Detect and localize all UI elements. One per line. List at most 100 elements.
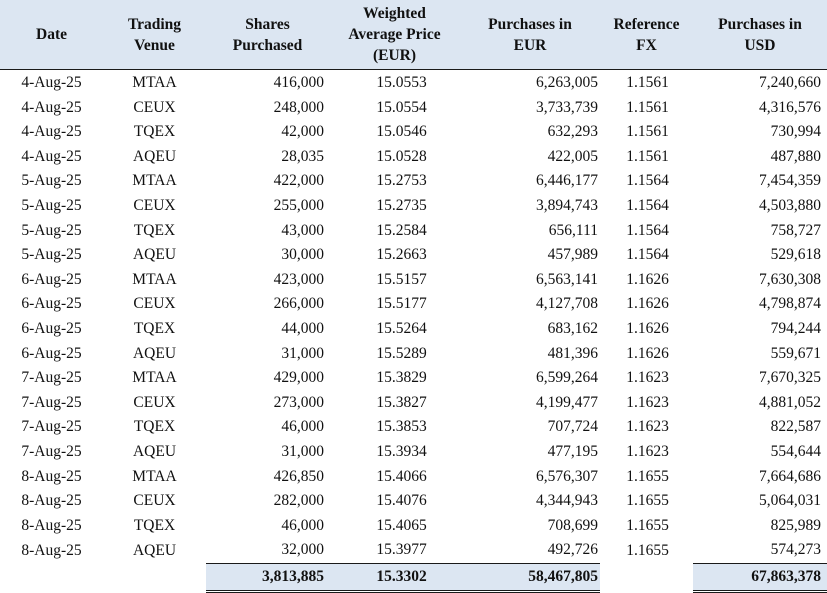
cell-purchases-usd: 554,644 (770, 442, 821, 460)
cell-reference-fx: 1.1564 (626, 172, 669, 190)
cell-purchases-usd: 825,989 (770, 516, 821, 534)
header-weighted-average-price: Weighted Average Price (EUR) (329, 0, 460, 70)
cell-shares-purchased: 31,000 (281, 344, 324, 362)
cell-date: 5-Aug-25 (21, 172, 82, 190)
table-row: 8-Aug-25 MTAA 426,850 15.4066 6,576,307 1.165… (0, 465, 827, 490)
cell-trading-venue: TQEX (133, 516, 176, 534)
cell-purchases-eur: 6,263,005 (536, 74, 598, 91)
cell-trading-venue: MTAA (132, 270, 177, 288)
header-line: (EUR) (372, 47, 417, 64)
cell-date: 5-Aug-25 (21, 246, 82, 264)
cell-trading-venue: CEUX (133, 393, 176, 411)
cell-date: 5-Aug-25 (21, 221, 82, 239)
cell-purchases-usd: 4,316,576 (759, 98, 821, 116)
cell-shares-purchased: 32,000 (281, 541, 324, 559)
cell-purchases-eur: 457,989 (547, 246, 598, 264)
cell-purchases-eur: 6,599,264 (536, 369, 598, 387)
cell-weighted-average-price: 15.5177 (376, 295, 427, 313)
table-row: 7-Aug-25 TQEX 46,000 15.3853 707,724 1.1623 82… (0, 415, 827, 440)
cell-trading-venue: MTAA (132, 172, 177, 190)
cell-shares-purchased: 248,000 (273, 98, 324, 116)
cell-purchases-usd: 7,454,359 (759, 172, 821, 190)
cell-purchases-usd: 7,240,660 (759, 74, 821, 91)
cell-weighted-average-price: 15.3853 (376, 418, 427, 436)
cell-date: 7-Aug-25 (21, 442, 82, 460)
cell-date: 7-Aug-25 (21, 418, 82, 436)
cell-shares-purchased: 273,000 (273, 393, 324, 411)
cell-date: 8-Aug-25 (21, 467, 82, 485)
cell-purchases-usd: 4,798,874 (759, 295, 821, 313)
cell-trading-venue: MTAA (132, 467, 177, 485)
cell-date: 8-Aug-25 (21, 516, 82, 534)
cell-purchases-usd: 529,618 (770, 246, 821, 264)
cell-reference-fx: 1.1623 (626, 418, 669, 436)
totals-blank-cell (103, 563, 206, 592)
table-row: 5-Aug-25 CEUX 255,000 15.2735 3,894,743 1.156… (0, 194, 827, 219)
cell-purchases-eur: 707,724 (547, 418, 598, 436)
header-purchases-usd: Purchases in USD (693, 0, 827, 70)
cell-trading-venue: MTAA (132, 369, 177, 387)
table-row: 4-Aug-25 CEUX 248,000 15.0554 3,733,739 1.156… (0, 96, 827, 121)
cell-purchases-eur: 656,111 (548, 221, 598, 239)
cell-weighted-average-price: 15.0528 (376, 147, 427, 165)
header-line: Shares (245, 15, 290, 33)
cell-weighted-average-price: 15.3827 (376, 393, 427, 411)
cell-date: 6-Aug-25 (21, 319, 82, 337)
cell-purchases-usd: 822,587 (770, 418, 821, 436)
table-row: 5-Aug-25 TQEX 43,000 15.2584 656,111 1.1564 75… (0, 219, 827, 244)
cell-purchases-usd: 7,630,308 (759, 270, 821, 288)
header-shares-purchased: Shares Purchased (206, 0, 329, 70)
cell-weighted-average-price: 15.0553 (376, 74, 427, 91)
cell-date: 4-Aug-25 (21, 123, 82, 141)
cell-date: 6-Aug-25 (21, 270, 82, 288)
cell-purchases-eur: 422,005 (547, 147, 598, 165)
cell-reference-fx: 1.1655 (626, 516, 669, 534)
cell-reference-fx: 1.1626 (626, 344, 669, 362)
cell-trading-venue: AQEU (132, 344, 177, 362)
totals-row: 3,813,885 15.3302 58,467,805 67,863,378 (0, 562, 827, 593)
cell-purchases-eur: 477,195 (547, 442, 598, 460)
cell-shares-purchased: 30,000 (281, 246, 324, 264)
table-row: 7-Aug-25 CEUX 273,000 15.3827 4,199,477 1.162… (0, 391, 827, 416)
cell-shares-purchased: 44,000 (281, 319, 324, 337)
cell-trading-venue: CEUX (133, 98, 176, 116)
cell-purchases-eur: 3,733,739 (536, 98, 598, 116)
cell-weighted-average-price: 15.3934 (376, 442, 427, 460)
cell-shares-purchased: 423,000 (273, 270, 324, 288)
cell-purchases-eur: 6,576,307 (536, 467, 598, 485)
header-line: Purchases in (488, 15, 572, 33)
header-trading-venue: Trading Venue (103, 0, 206, 70)
table-body: 4-Aug-25 MTAA 416,000 15.0553 6,263,005 1.156… (0, 70, 827, 564)
cell-shares-purchased: 42,000 (281, 123, 324, 141)
cell-purchases-usd: 730,994 (770, 123, 821, 141)
cell-purchases-eur: 4,344,943 (536, 492, 598, 510)
cell-weighted-average-price: 15.0554 (376, 98, 427, 116)
cell-purchases-usd: 758,727 (770, 221, 821, 239)
cell-weighted-average-price: 15.3829 (376, 369, 427, 387)
cell-trading-venue: CEUX (133, 492, 176, 510)
cell-trading-venue: CEUX (133, 196, 176, 214)
cell-reference-fx: 1.1564 (626, 246, 669, 264)
cell-reference-fx: 1.1623 (626, 369, 669, 387)
cell-purchases-eur: 6,446,177 (536, 172, 598, 190)
cell-reference-fx: 1.1561 (626, 98, 669, 116)
cell-trading-venue: TQEX (133, 319, 176, 337)
cell-purchases-eur: 6,563,141 (536, 270, 598, 288)
table-row: 7-Aug-25 MTAA 429,000 15.3829 6,599,264 1.162… (0, 366, 827, 391)
cell-weighted-average-price: 15.4076 (376, 492, 427, 510)
cell-trading-venue: CEUX (133, 295, 176, 313)
header-line: Date (36, 26, 67, 43)
table-row: 8-Aug-25 CEUX 282,000 15.4076 4,344,943 1.165… (0, 489, 827, 514)
cell-purchases-eur: 4,199,477 (536, 393, 598, 411)
cell-shares-purchased: 282,000 (273, 492, 324, 510)
cell-purchases-eur: 3,894,743 (536, 196, 598, 214)
cell-trading-venue: AQEU (132, 246, 177, 264)
cell-purchases-usd: 7,664,686 (759, 467, 821, 485)
header-line: Venue (134, 36, 175, 54)
cell-purchases-usd: 794,244 (770, 319, 821, 337)
table-row: 6-Aug-25 TQEX 44,000 15.5264 683,162 1.1626 79… (0, 317, 827, 342)
cell-date: 4-Aug-25 (21, 98, 82, 116)
cell-purchases-eur: 708,699 (547, 516, 598, 534)
cell-trading-venue: MTAA (132, 74, 177, 91)
table-row: 6-Aug-25 MTAA 423,000 15.5157 6,563,141 1.162… (0, 268, 827, 293)
